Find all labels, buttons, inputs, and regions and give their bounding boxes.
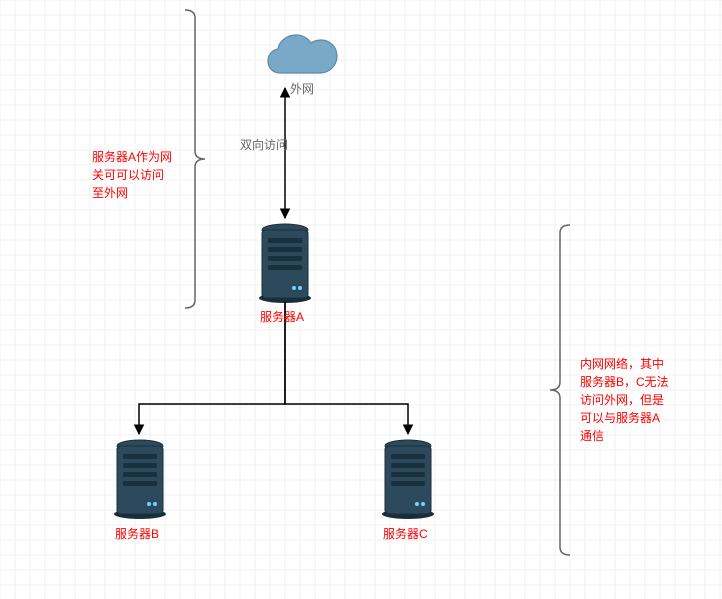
cloud-icon [268,35,337,73]
server-a-label: 服务器A [260,308,304,325]
right-annotation-line-5: 通信 [580,427,700,445]
right-annotation-line-4: 可以与服务器A [580,409,700,427]
edge-label-bidirectional: 双向访问 [240,136,288,153]
server-a-icon [259,224,311,303]
server-b-label: 服务器B [115,525,159,542]
server-b-icon [114,440,166,519]
right-annotation: 内网网络，其中 服务器B，C无法 访问外网，但是 可以与服务器A 通信 [580,355,700,445]
left-annotation-line-3: 至外网 [92,184,192,202]
right-annotation-line-3: 访问外网，但是 [580,391,700,409]
left-annotation-line-2: 关可可以访问 [92,166,192,184]
diagram-canvas: 外网 双向访问 服务器A 服务器B 服务器C 服务器A作为网 关可可以访问 至外… [0,0,722,599]
left-annotation: 服务器A作为网 关可可以访问 至外网 [92,148,192,202]
server-c-label: 服务器C [383,525,428,542]
cloud-label: 外网 [290,80,314,97]
right-annotation-line-2: 服务器B，C无法 [580,373,700,391]
left-annotation-line-1: 服务器A作为网 [92,148,192,166]
diagram-svg [0,0,722,599]
grid [0,0,722,599]
right-annotation-line-1: 内网网络，其中 [580,355,700,373]
server-c-icon [382,440,434,519]
